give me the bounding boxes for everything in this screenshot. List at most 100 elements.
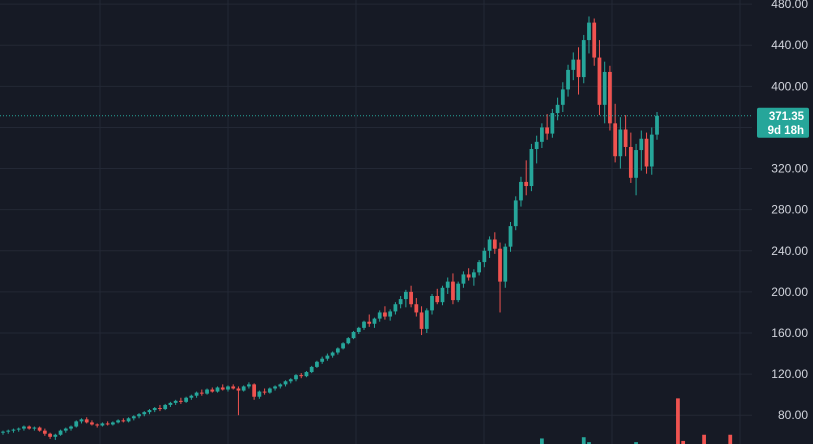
- candle: [471, 269, 476, 286]
- candle-body: [184, 397, 189, 402]
- candle-body: [377, 312, 382, 319]
- volume-bars: [540, 398, 733, 444]
- candle-body: [341, 343, 345, 349]
- candle-body: [597, 57, 602, 105]
- candle: [377, 310, 382, 322]
- candle: [173, 399, 178, 405]
- candle: [58, 429, 63, 436]
- candle: [628, 132, 633, 183]
- candle-body: [142, 412, 147, 415]
- candle: [95, 423, 100, 428]
- price-axis[interactable]: 480.00 440.00 400.00 320.00 280.00 240.00 200.…: [771, 0, 808, 422]
- candle: [309, 365, 314, 374]
- candle-body: [58, 430, 63, 435]
- candle: [409, 285, 413, 308]
- candle-body: [623, 129, 628, 147]
- candle-body: [346, 338, 351, 344]
- candle-body: [42, 430, 47, 434]
- candle: [262, 388, 267, 395]
- candle-body: [278, 384, 283, 387]
- candle-body: [79, 419, 84, 422]
- candle-body: [194, 392, 199, 396]
- candle-body: [608, 71, 612, 124]
- candle-body: [356, 327, 361, 332]
- candle-body: [205, 389, 209, 394]
- candle-body: [110, 422, 115, 425]
- candle-body: [644, 138, 649, 167]
- candle-body: [388, 311, 393, 317]
- candle-body: [524, 181, 529, 187]
- volume-bar: [681, 440, 686, 444]
- candle: [424, 308, 429, 333]
- candle-body: [241, 386, 246, 391]
- grid-lines: [0, 0, 752, 444]
- candle: [126, 417, 131, 423]
- y-tick-label: 200.00: [771, 285, 808, 299]
- candle-body: [503, 246, 508, 282]
- candle-body: [74, 421, 79, 427]
- candle: [566, 64, 570, 97]
- candle: [152, 407, 157, 413]
- candle-body: [299, 375, 304, 377]
- candle-body: [492, 239, 497, 249]
- candle: [388, 309, 393, 321]
- candle: [304, 371, 309, 378]
- candle-body: [309, 366, 314, 373]
- y-tick-label: 280.00: [771, 203, 808, 217]
- candle: [163, 403, 168, 411]
- candle: [11, 428, 16, 433]
- candle: [383, 306, 387, 320]
- candle: [283, 380, 288, 387]
- candle-body: [215, 387, 220, 392]
- candle-body: [189, 395, 194, 398]
- candle: [63, 427, 68, 433]
- candle: [482, 247, 487, 268]
- candle-body: [639, 138, 644, 151]
- candle: [503, 243, 508, 288]
- y-tick-label: 240.00: [771, 244, 808, 258]
- candle-body: [116, 420, 120, 423]
- candle-body: [273, 386, 277, 389]
- candle: [278, 383, 283, 389]
- candle: [634, 143, 638, 196]
- candle-body: [383, 312, 387, 317]
- candle: [252, 383, 257, 400]
- candle-body: [513, 200, 518, 227]
- candle-body: [168, 402, 173, 405]
- candle-body: [560, 89, 565, 105]
- candle: [560, 82, 565, 113]
- candle: [419, 306, 424, 336]
- last-price-tag-background: [757, 107, 809, 138]
- candle-body: [199, 392, 204, 394]
- candle: [205, 388, 209, 395]
- candle: [116, 419, 120, 424]
- candle-body: [100, 423, 105, 426]
- candle-body: [152, 408, 157, 411]
- last-price-label: 371.35: [769, 111, 805, 123]
- candle-body: [252, 384, 257, 397]
- candle: [199, 389, 204, 396]
- candle-body: [655, 115, 659, 135]
- candle-body: [320, 358, 325, 362]
- candle: [335, 347, 340, 355]
- candle: [346, 337, 351, 345]
- candle: [351, 330, 356, 340]
- candle: [555, 97, 560, 121]
- candle-body: [592, 22, 597, 58]
- candle: [524, 160, 529, 196]
- candle: [398, 296, 403, 309]
- candle: [613, 103, 618, 163]
- candle-body: [158, 408, 162, 410]
- volume-bar: [581, 437, 586, 444]
- candle: [540, 123, 544, 148]
- bar-countdown-label: 9d 18h: [768, 125, 804, 137]
- candle-body: [126, 418, 131, 422]
- y-tick-label: 320.00: [771, 162, 808, 176]
- y-tick-label: 80.00: [778, 408, 808, 422]
- volume-bar: [676, 398, 680, 444]
- candle-body: [440, 287, 445, 303]
- candle-body: [231, 386, 236, 389]
- candle-body: [137, 414, 141, 417]
